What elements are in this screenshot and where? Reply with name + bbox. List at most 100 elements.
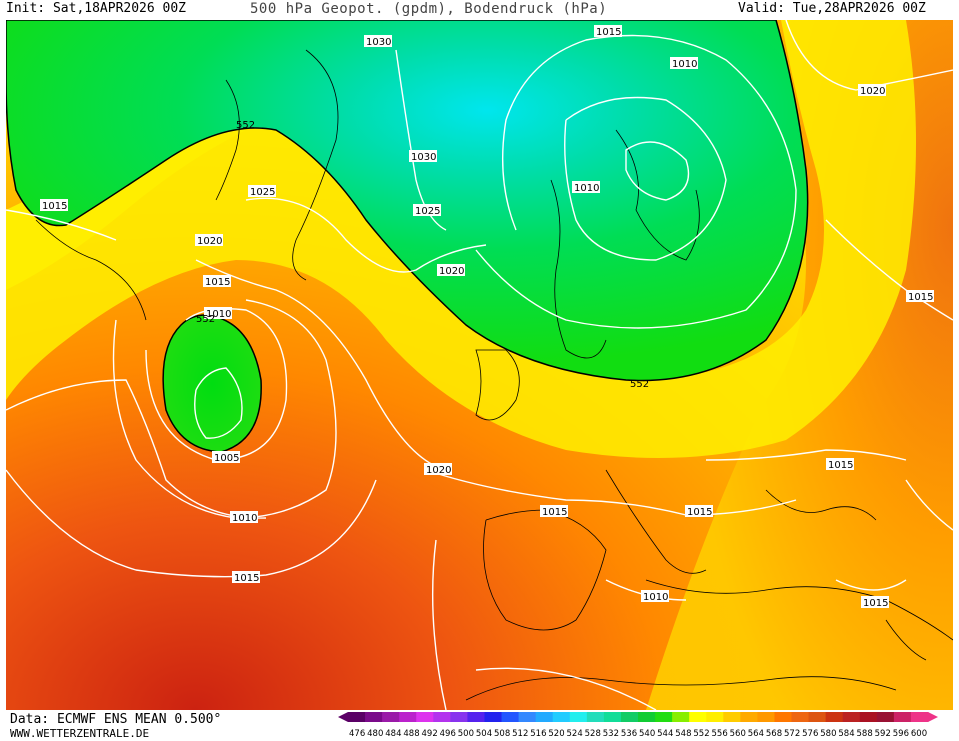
isobar-label: 1015 [540,505,568,518]
svg-text:1015: 1015 [687,507,712,518]
weather-map[interactable]: 1030 1015 1010 1020 1015 552 1030 1025 1… [6,20,953,710]
svg-text:1020: 1020 [439,266,464,277]
colorbar-swatch [672,712,690,722]
colorbar-tick-label: 576 [802,729,818,739]
colorbar-tick-label: 492 [422,729,438,739]
cutoff-low [162,314,262,453]
isobar-label: 1030 [409,150,437,163]
colorbar-arrow-right [928,712,938,722]
colorbar-swatch [893,712,912,722]
colorbar-swatch [552,712,571,722]
valid-time-label: Valid: Tue,28APR2026 00Z [738,1,926,16]
colorbar-tick-label: 536 [621,729,637,739]
colorbar-tick-label: 560 [730,729,746,739]
colorbar-tick-label: 484 [385,729,401,739]
isobar-label: 1015 [232,571,260,584]
svg-text:1015: 1015 [863,598,888,609]
isobar-label: 1005 [212,451,240,464]
svg-text:1025: 1025 [415,206,440,217]
isobar-label: 1015 [826,458,854,471]
isobar-label: 1030 [364,35,392,48]
colorbar-tick-label: 540 [639,729,655,739]
svg-text:1015: 1015 [596,27,621,38]
svg-text:1010: 1010 [643,592,668,603]
isobar-label: 1010 [230,511,258,524]
colorbar-swatch [774,712,793,722]
map-title: 500 hPa Geopot. (gpdm), Bodendruck (hPa) [250,1,608,17]
colorbar-swatch [638,712,656,722]
colorbar-swatch [910,712,929,722]
colorbar-swatch [501,712,520,722]
svg-text:1010: 1010 [232,513,257,524]
colorbar-swatch [535,712,554,722]
colorbar-tick-label: 512 [512,729,528,739]
isobar-label: 1015 [861,596,889,609]
isobar-label: 1025 [248,185,276,198]
colorbar-swatch [825,712,844,722]
isobar-label: 552 [236,120,255,131]
colorbar-swatch [467,712,485,722]
isobar-label: 1020 [858,84,886,97]
svg-text:1020: 1020 [197,236,222,247]
website-label: WWW.WETTERZENTRALE.DE [10,727,150,740]
colorbar-tick-label: 524 [567,729,583,739]
colorbar-tick-label: 556 [712,729,728,739]
footer-bar: Data: ECMWF ENS MEAN 0.500° WWW.WETTERZE… [0,710,959,741]
colorbar-swatch [689,712,707,722]
isobar-label: 1020 [195,234,223,247]
svg-text:1005: 1005 [214,453,239,464]
svg-text:1015: 1015 [908,292,933,303]
colorbar-tick-label: 516 [530,729,546,739]
svg-text:1010: 1010 [574,183,599,194]
svg-text:1015: 1015 [828,460,853,471]
colorbar-swatch [348,712,366,722]
colorbar-tick-label: 588 [857,729,873,739]
colorbar-swatch [740,712,758,722]
colorbar-swatch [791,712,810,722]
colorbar-tick-label: 568 [766,729,782,739]
colorbar-swatch [842,712,861,722]
header-bar: Init: Sat,18APR2026 00Z 500 hPa Geopot. … [0,0,959,20]
colorbar-tick-label: 496 [440,729,456,739]
svg-text:1010: 1010 [206,309,231,320]
colorbar-tick-label: 584 [838,729,854,739]
svg-text:552: 552 [236,120,255,131]
svg-text:1015: 1015 [205,277,230,288]
colorbar-tick-label: 544 [657,729,673,739]
colorbar-tick-label: 480 [367,729,383,739]
colorbar-swatch [518,712,537,722]
isobar-label: 1020 [424,463,452,476]
isobar-label: 1015 [203,275,231,288]
colorbar-swatch [723,712,741,722]
isobar-label: 552 [630,379,649,390]
init-time-label: Init: Sat,18APR2026 00Z [6,1,187,16]
colorbar-swatch [876,712,895,722]
colorbar-swatch [808,712,827,722]
colorbar-tick-label: 488 [403,729,419,739]
isobar-label: 1015 [594,25,622,38]
isobar-label: 1015 [40,199,68,212]
svg-text:1015: 1015 [234,573,259,584]
svg-text:552: 552 [196,314,215,325]
isobar-label: 1015 [685,505,713,518]
svg-text:1030: 1030 [411,152,436,163]
colorbar-tick-label: 600 [911,729,927,739]
svg-text:1025: 1025 [250,187,275,198]
isobars [6,20,953,710]
isobar-label: 1010 [204,307,232,320]
colorbar-swatch [382,712,400,722]
colorbar-tick-label: 572 [784,729,800,739]
colorbar-tick-label: 548 [675,729,691,739]
svg-text:1015: 1015 [542,507,567,518]
colorbar-tick-label: 580 [820,729,836,739]
colorbar-tick-label: 552 [693,729,709,739]
colorbar-swatch [433,712,451,722]
colorbar-swatch [586,712,605,722]
colorbar-swatch [655,712,673,722]
isobar-label: 1015 [906,290,934,303]
colorbar-tick-label: 528 [585,729,601,739]
svg-text:1030: 1030 [366,37,391,48]
isobar-labels: 1030 1015 1010 1020 1015 552 1030 1025 1… [40,25,934,609]
isobar-label: 1010 [670,57,698,70]
colorbar-swatch [399,712,417,722]
